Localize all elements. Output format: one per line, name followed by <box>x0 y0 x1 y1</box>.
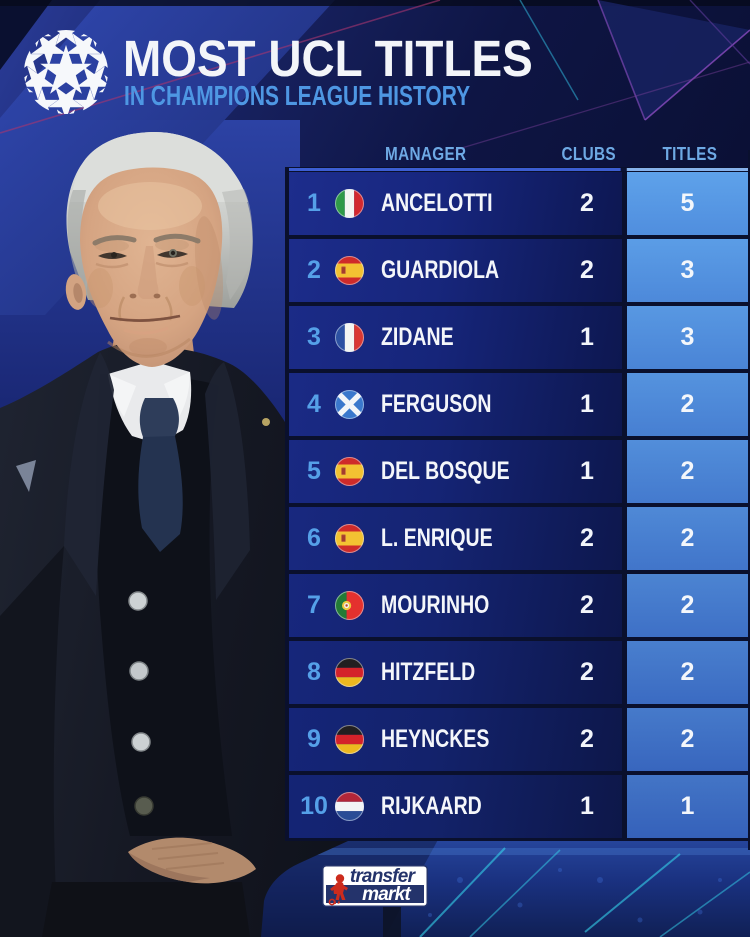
svg-text:markt: markt <box>362 884 411 905</box>
svg-text:transfer: transfer <box>350 866 417 887</box>
